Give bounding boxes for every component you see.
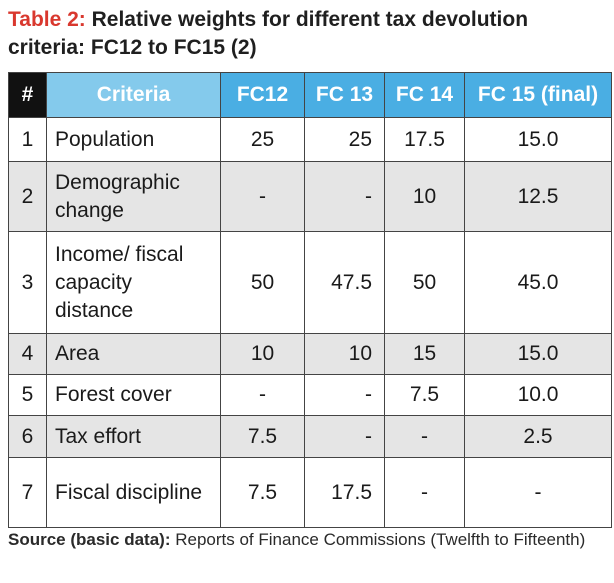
criteria-cell: Demographic change <box>46 161 221 232</box>
table-title-text: Relative weights for different tax devol… <box>8 8 529 59</box>
fc15-cell: - <box>464 457 612 528</box>
table-row: 1 Population 25 25 17.5 15.0 <box>8 117 612 162</box>
header-fc15: FC 15 (final) <box>464 72 612 118</box>
criteria-cell: Income/ fiscal capacity distance <box>46 231 221 334</box>
row-number: 3 <box>8 231 47 334</box>
fc12-cell: - <box>220 374 305 416</box>
fc15-cell: 15.0 <box>464 117 612 162</box>
source-note: Source (basic data): Reports of Finance … <box>8 527 608 552</box>
fc14-cell: 15 <box>384 333 465 375</box>
fc13-cell: 25 <box>304 117 385 162</box>
header-fc13: FC 13 <box>304 72 385 118</box>
table-row: 6 Tax effort 7.5 - - 2.5 <box>8 415 612 458</box>
header-criteria: Criteria <box>46 72 221 118</box>
row-number: 7 <box>8 457 47 528</box>
source-label: Source (basic data): <box>8 530 171 549</box>
criteria-cell: Forest cover <box>46 374 221 416</box>
table-row: 7 Fiscal discipline 7.5 17.5 - - <box>8 457 612 528</box>
table-row: 3 Income/ fiscal capacity distance 50 47… <box>8 231 612 334</box>
row-number: 1 <box>8 117 47 162</box>
table-header-row: # Criteria FC12 FC 13 FC 14 FC 15 (final… <box>8 72 612 118</box>
fc12-cell: 25 <box>220 117 305 162</box>
fc15-cell: 45.0 <box>464 231 612 334</box>
fc14-cell: - <box>384 415 465 458</box>
weights-table: # Criteria FC12 FC 13 FC 14 FC 15 (final… <box>8 72 612 528</box>
row-number: 6 <box>8 415 47 458</box>
criteria-cell: Area <box>46 333 221 375</box>
fc12-cell: 10 <box>220 333 305 375</box>
table-title: Table 2: Relative weights for different … <box>8 6 608 62</box>
table-title-number: Table 2: <box>8 8 86 31</box>
fc14-cell: 17.5 <box>384 117 465 162</box>
row-number: 2 <box>8 161 47 232</box>
fc15-cell: 10.0 <box>464 374 612 416</box>
header-number: # <box>8 72 47 118</box>
fc13-cell: 47.5 <box>304 231 385 334</box>
criteria-cell: Fiscal discipline <box>46 457 221 528</box>
fc15-cell: 15.0 <box>464 333 612 375</box>
fc12-cell: - <box>220 161 305 232</box>
fc15-cell: 12.5 <box>464 161 612 232</box>
criteria-cell: Tax effort <box>46 415 221 458</box>
fc15-cell: 2.5 <box>464 415 612 458</box>
table-row: 5 Forest cover - - 7.5 10.0 <box>8 374 612 416</box>
fc13-cell: - <box>304 161 385 232</box>
fc13-cell: 17.5 <box>304 457 385 528</box>
fc13-cell: - <box>304 415 385 458</box>
fc12-cell: 7.5 <box>220 457 305 528</box>
row-number: 5 <box>8 374 47 416</box>
fc13-cell: - <box>304 374 385 416</box>
fc12-cell: 7.5 <box>220 415 305 458</box>
fc14-cell: 7.5 <box>384 374 465 416</box>
fc14-cell: 50 <box>384 231 465 334</box>
row-number: 4 <box>8 333 47 375</box>
header-fc12: FC12 <box>220 72 305 118</box>
header-fc14: FC 14 <box>384 72 465 118</box>
source-text: Reports of Finance Commissions (Twelfth … <box>170 530 586 549</box>
fc14-cell: - <box>384 457 465 528</box>
fc14-cell: 10 <box>384 161 465 232</box>
fc13-cell: 10 <box>304 333 385 375</box>
table-row: 4 Area 10 10 15 15.0 <box>8 333 612 375</box>
fc12-cell: 50 <box>220 231 305 334</box>
table-row: 2 Demographic change - - 10 12.5 <box>8 161 612 232</box>
criteria-cell: Population <box>46 117 221 162</box>
